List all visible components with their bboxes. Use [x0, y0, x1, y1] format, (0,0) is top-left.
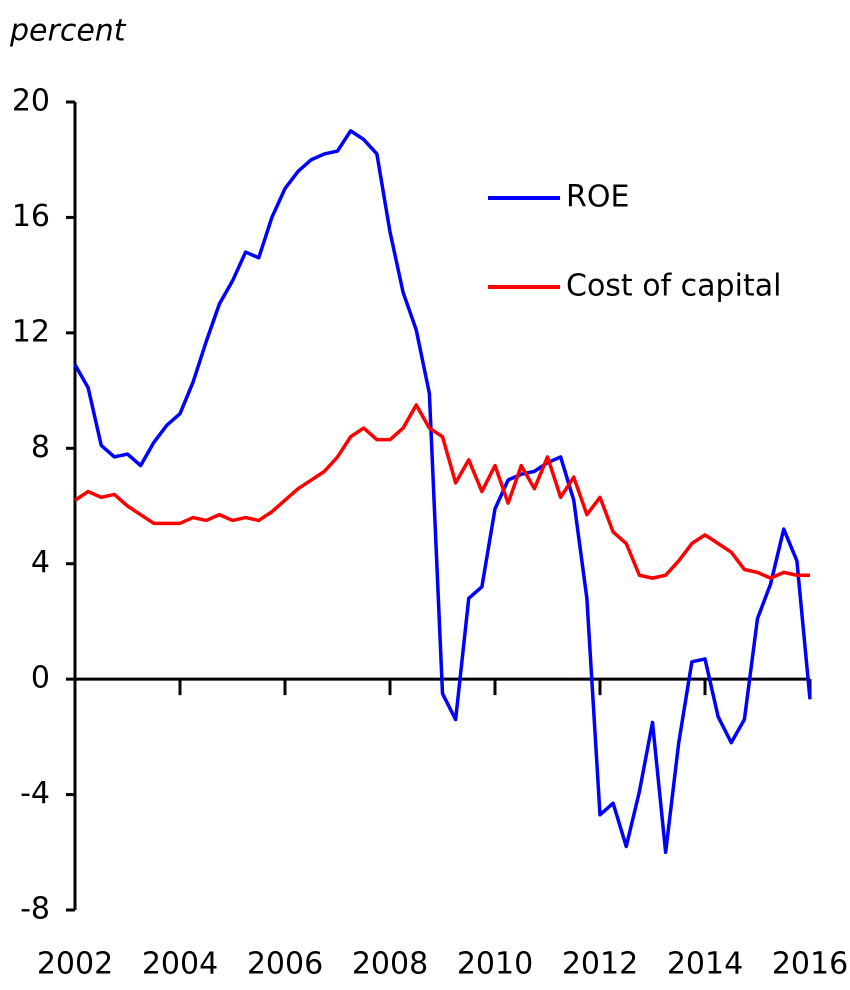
legend-label: ROE	[566, 180, 629, 215]
y-tick-label: 4	[31, 545, 50, 580]
x-tick-label: 2012	[562, 947, 638, 982]
x-tick-label: 2014	[667, 947, 743, 982]
y-tick-label: 8	[31, 430, 50, 465]
y-tick-label: 0	[31, 661, 50, 696]
series-line	[73, 129, 812, 855]
series-line	[74, 403, 810, 580]
x-tick-label: 2006	[247, 947, 323, 982]
x-tick-label: 2010	[457, 947, 533, 982]
x-tick-label: 2016	[772, 947, 848, 982]
y-tick-label: 20	[12, 84, 50, 119]
x-tick-label: 2008	[352, 947, 428, 982]
x-tick-label: 2004	[142, 947, 218, 982]
y-tick-label: -8	[20, 892, 50, 927]
y-tick-label: -4	[20, 776, 50, 811]
y-tick-label: 12	[12, 314, 50, 349]
legend-label: Cost of capital	[566, 269, 781, 304]
y-unit-label: percent	[9, 14, 127, 49]
y-tick-label: 16	[12, 199, 50, 234]
x-tick-label: 2002	[37, 947, 113, 982]
